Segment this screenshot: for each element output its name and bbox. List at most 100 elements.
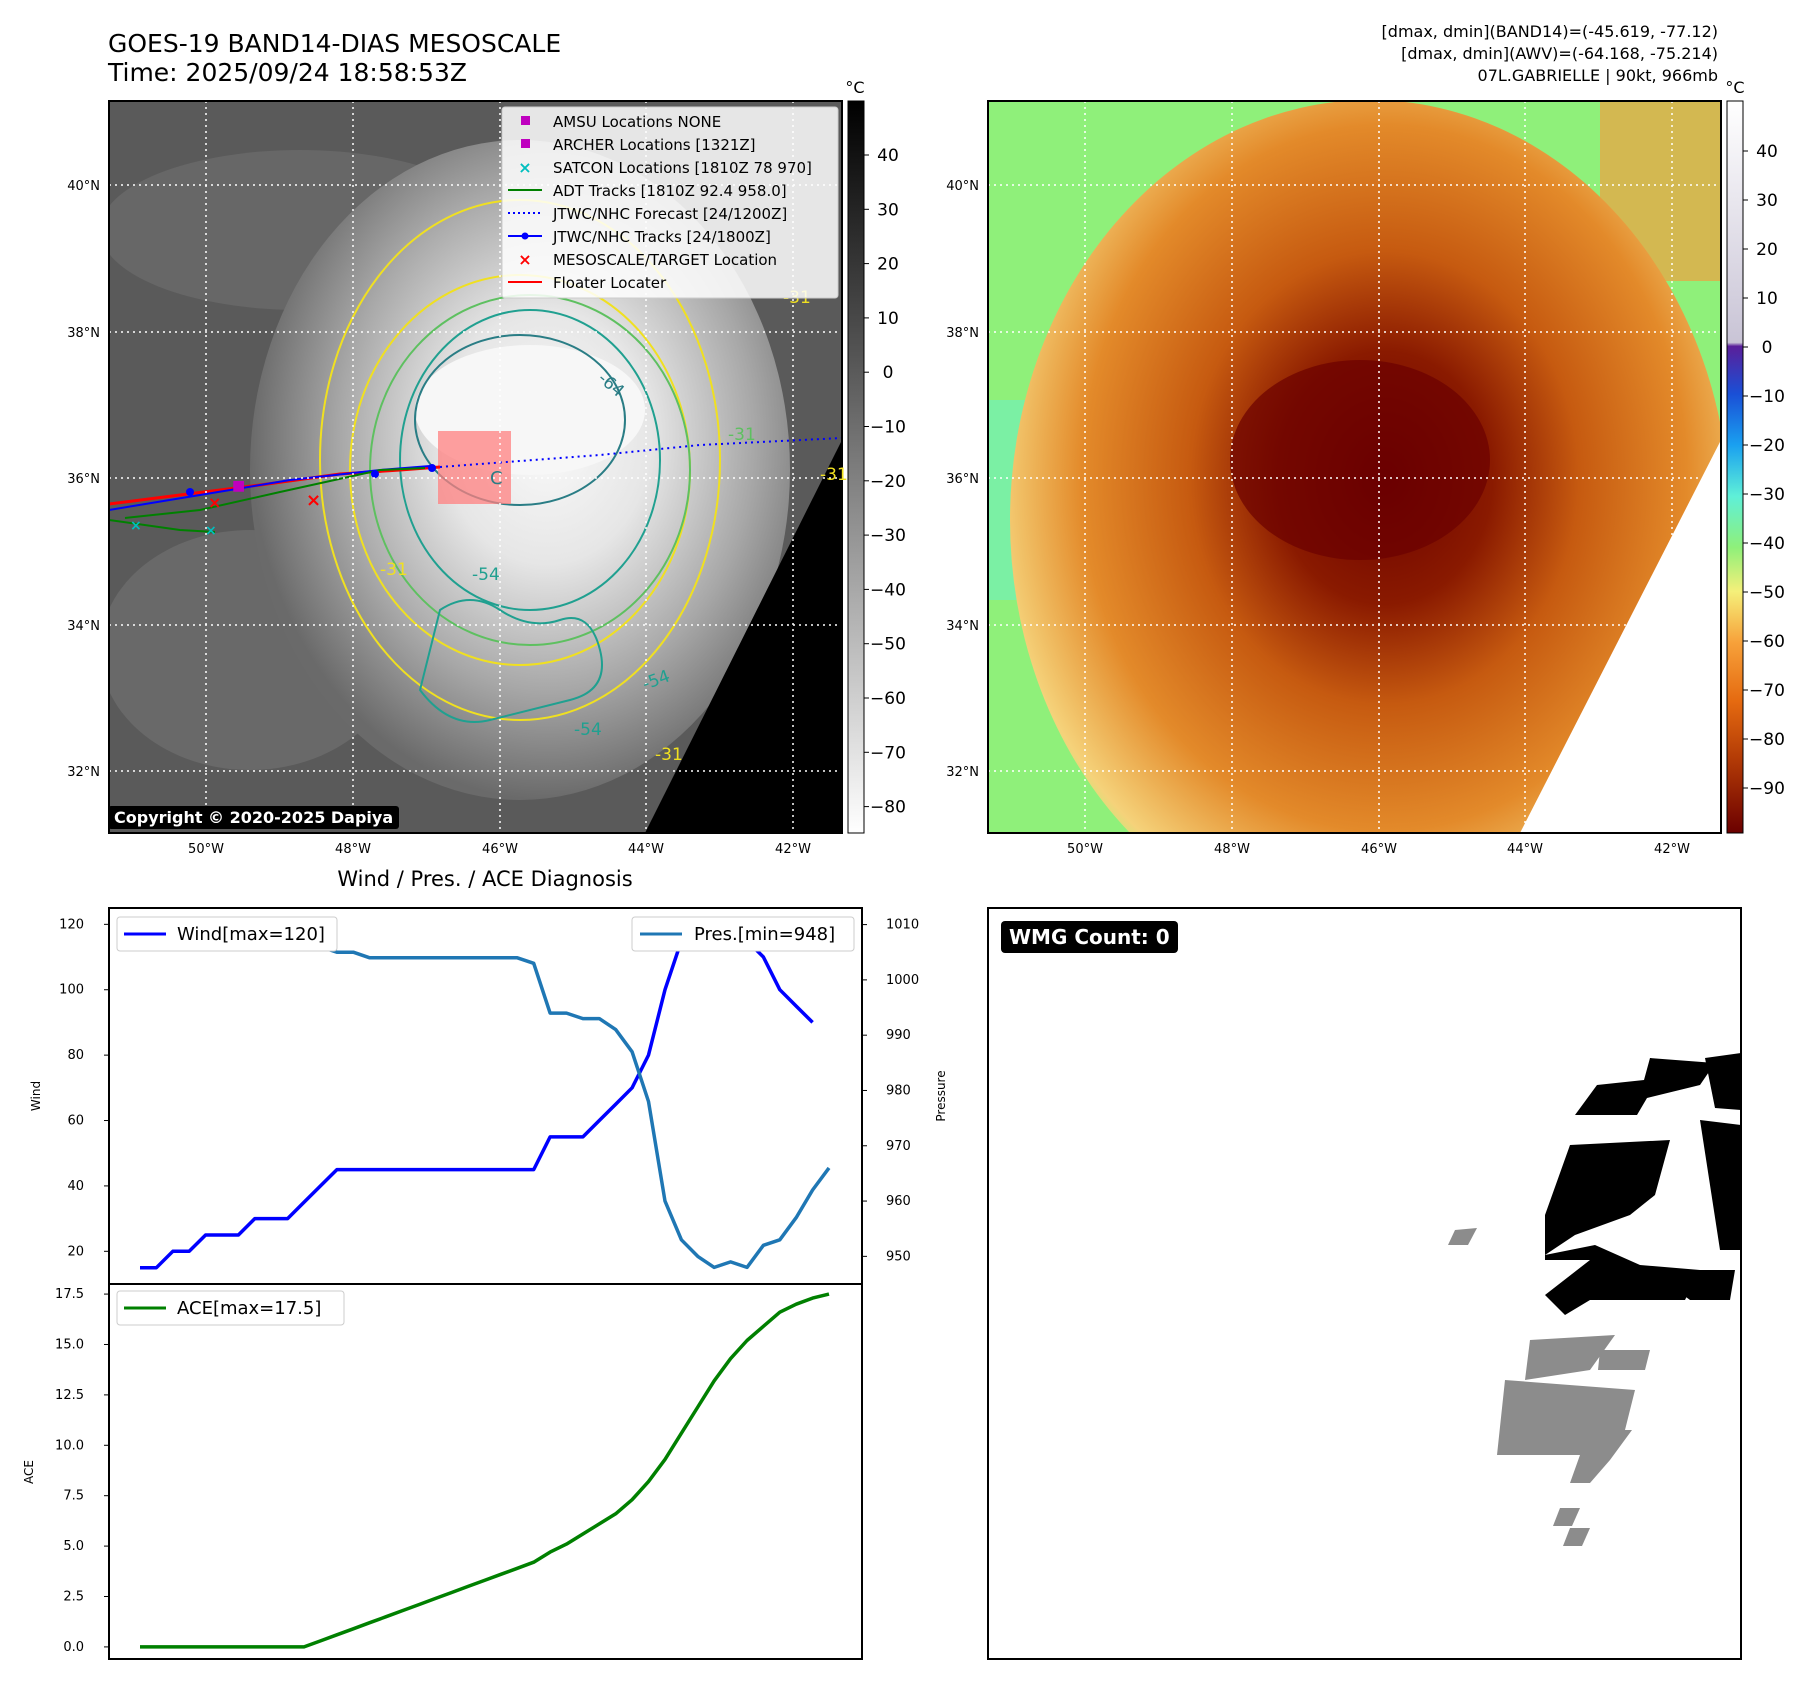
colorbar-tick-label: 0 bbox=[883, 363, 894, 383]
wind-tick-label: 40 bbox=[67, 1179, 84, 1194]
pressure-legend-label: Pres.[min=948] bbox=[694, 924, 835, 945]
pressure-tick-label: 970 bbox=[886, 1139, 911, 1154]
ace-axis-label: ACE bbox=[22, 1460, 36, 1484]
lat-label: 32°N bbox=[67, 765, 100, 780]
lat-label: 34°N bbox=[946, 619, 979, 634]
pressure-tick-label: 990 bbox=[886, 1028, 911, 1043]
ace-tick-label: 7.5 bbox=[63, 1489, 84, 1504]
contour-label: -54 bbox=[574, 720, 602, 740]
legend-item: × SATCON Locations [1810Z 78 970] bbox=[518, 158, 812, 177]
lat-label: 40°N bbox=[946, 179, 979, 194]
legend-item: JTWC/NHC Forecast [24/1200Z] bbox=[508, 205, 787, 223]
legend-marker-square bbox=[521, 116, 530, 125]
colorbar-tick-label: −30 bbox=[870, 526, 906, 546]
wind-axis-label: Wind bbox=[29, 1081, 43, 1111]
colorbar-tick-label: −10 bbox=[870, 418, 906, 438]
legend-item: ADT Tracks [1810Z 92.4 958.0] bbox=[508, 182, 787, 200]
colorbar-tick-label: −40 bbox=[1749, 534, 1785, 554]
contour-label: -31 bbox=[820, 465, 848, 485]
ace-tick-label: 17.5 bbox=[55, 1287, 84, 1302]
ace-tick-label: 10.0 bbox=[55, 1438, 84, 1453]
legend-label: AMSU Locations NONE bbox=[553, 113, 721, 131]
figure-title: GOES-19 BAND14-DIAS MESOSCALE bbox=[108, 29, 561, 58]
svg-text:■: ■ bbox=[232, 478, 245, 494]
legend-marker-dot bbox=[521, 232, 529, 240]
lat-label: 38°N bbox=[946, 326, 979, 341]
wind-tick-label: 60 bbox=[67, 1114, 84, 1129]
awv-map bbox=[988, 101, 1721, 833]
ace-series-line bbox=[140, 1292, 830, 1649]
colorbar-unit: °C bbox=[845, 78, 864, 97]
colorbar-tick-label: −20 bbox=[1749, 436, 1785, 456]
colorbar-tick-label: −80 bbox=[870, 798, 906, 818]
lon-label: 48°W bbox=[1214, 842, 1250, 857]
pressure-legend: Pres.[min=948] bbox=[631, 916, 855, 952]
pressure-tick-label: 1000 bbox=[886, 973, 919, 988]
left-map-axes: 40°N 38°N 36°N 34°N 32°N 50°W 48°W 46°W … bbox=[67, 179, 811, 857]
legend-label: MESOSCALE/TARGET Location bbox=[553, 251, 777, 269]
wind-pressure-chart: 20 40 60 80 100 120 950 960 970 980 990 1000 1010 Wi… bbox=[29, 907, 948, 1285]
right-map-axes: 40°N 38°N 36°N 34°N 32°N 50°W 48°W 46°W … bbox=[946, 179, 1690, 857]
colorbar-tick-label: 10 bbox=[1756, 289, 1778, 309]
wind-tick-label: 100 bbox=[59, 983, 84, 998]
colorbar-tick-label: −90 bbox=[1749, 779, 1785, 799]
wmg-panel bbox=[987, 907, 1742, 1660]
svg-text:×: × bbox=[208, 493, 221, 512]
wmg-gray-region bbox=[1448, 1228, 1650, 1546]
legend-label: JTWC/NHC Forecast [24/1200Z] bbox=[552, 205, 787, 223]
lon-label: 46°W bbox=[482, 842, 518, 857]
wind-legend: Wind[max=120] bbox=[116, 916, 338, 952]
ace-tick-label: 2.5 bbox=[63, 1590, 84, 1605]
lon-label: 44°W bbox=[628, 842, 664, 857]
lat-label: 36°N bbox=[67, 472, 100, 487]
lon-label: 50°W bbox=[1067, 842, 1103, 857]
lat-label: 36°N bbox=[946, 472, 979, 487]
pressure-tick-label: 1010 bbox=[886, 918, 919, 933]
lon-label: 46°W bbox=[1361, 842, 1397, 857]
pressure-tick-label: 980 bbox=[886, 1083, 911, 1098]
wind-tick-label: 80 bbox=[67, 1048, 84, 1063]
contour-label: -31 bbox=[728, 425, 756, 445]
legend-label: JTWC/NHC Tracks [24/1800Z] bbox=[552, 228, 771, 246]
colorbar-tick-label: −60 bbox=[1749, 632, 1785, 652]
colorbar-tick-label: −50 bbox=[1749, 583, 1785, 603]
diagnosis-title: Wind / Pres. / ACE Diagnosis bbox=[337, 867, 632, 891]
lon-label: 44°W bbox=[1507, 842, 1543, 857]
legend-label: ADT Tracks [1810Z 92.4 958.0] bbox=[553, 182, 787, 200]
svg-text:×: × bbox=[205, 523, 217, 539]
ace-tick-label: 15.0 bbox=[55, 1337, 84, 1352]
colorbar-tick-label: −60 bbox=[870, 689, 906, 709]
colorbar-tick-label: 40 bbox=[877, 146, 899, 166]
right-colorbar: °C 40 30 20 10 0 −10 −20 −30 −40 −50 −60 −70 −80 −90 bbox=[1725, 78, 1785, 834]
ace-tick-label: 5.0 bbox=[63, 1539, 84, 1554]
legend-marker-square bbox=[521, 139, 530, 148]
lat-label: 32°N bbox=[946, 765, 979, 780]
stats-awv: [dmax, dmin](AWV)=(-64.168, -75.214) bbox=[1401, 44, 1718, 63]
svg-text:×: × bbox=[306, 490, 321, 511]
colorbar-tick-label: 30 bbox=[1756, 191, 1778, 211]
contour-label: -54 bbox=[472, 565, 500, 585]
pressure-tick-label: 960 bbox=[886, 1194, 911, 1209]
colorbar-tick-label: −30 bbox=[1749, 485, 1785, 505]
legend-label: SATCON Locations [1810Z 78 970] bbox=[553, 159, 812, 177]
ace-chart: 0.0 2.5 5.0 7.5 10.0 12.5 15.0 17.5 ACE ACE[max… bbox=[22, 1283, 863, 1660]
legend-label: ARCHER Locations [1321Z] bbox=[553, 136, 756, 154]
wind-legend-label: Wind[max=120] bbox=[177, 924, 325, 945]
lon-label: 50°W bbox=[188, 842, 224, 857]
wmg-black-region bbox=[1545, 1053, 1741, 1315]
lat-label: 38°N bbox=[67, 326, 100, 341]
lon-label: 42°W bbox=[1654, 842, 1690, 857]
legend-item: AMSU Locations NONE bbox=[521, 113, 721, 131]
legend-marker-x: × bbox=[518, 250, 531, 269]
colorbar-tick-label: −70 bbox=[870, 743, 906, 763]
left-colorbar: °C 40 30 20 10 0 −10 −20 −30 −40 −50 −60 −70 −80 bbox=[845, 78, 906, 834]
wind-tick-label: 120 bbox=[59, 917, 84, 932]
legend-marker-x: × bbox=[518, 158, 531, 177]
pressure-axis-label: Pressure bbox=[934, 1070, 948, 1121]
colorbar-tick-label: 0 bbox=[1762, 338, 1773, 358]
colorbar-tick-label: 20 bbox=[877, 255, 899, 275]
colorbar-tick-label: −40 bbox=[870, 580, 906, 600]
colorbar-tick-label: 40 bbox=[1756, 142, 1778, 162]
wmg-count-badge: WMG Count: 0 bbox=[1001, 921, 1178, 953]
